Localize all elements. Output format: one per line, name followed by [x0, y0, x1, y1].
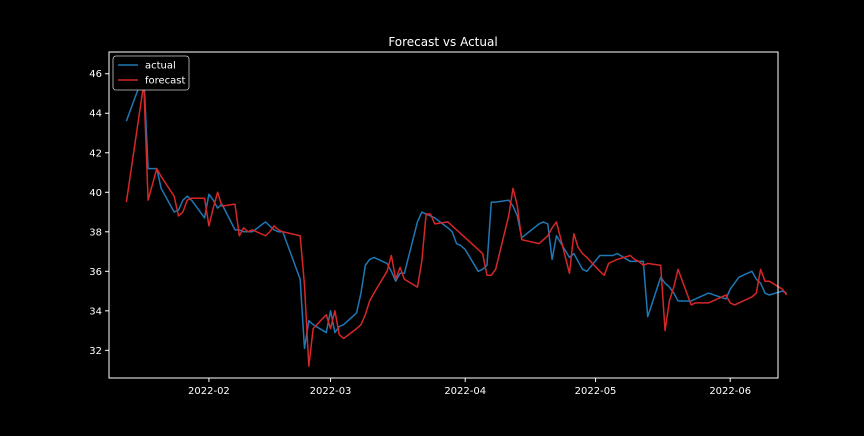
- x-tick-label: 2022-04: [444, 386, 486, 397]
- x-tick-label: 2022-05: [575, 386, 617, 397]
- x-axis: 2022-02 2022-03 2022-04 2022-05 2022-06: [188, 378, 751, 397]
- series-line-forecast: [125, 82, 788, 367]
- y-tick-label: 36: [89, 267, 102, 278]
- legend: actual forecast: [112, 55, 190, 91]
- series-group: [125, 72, 788, 367]
- x-tick-label: 2022-06: [709, 386, 751, 397]
- x-tick-label: 2022-02: [188, 386, 230, 397]
- y-tick-label: 46: [89, 69, 102, 80]
- y-tick-label: 34: [89, 306, 102, 317]
- y-tick-label: 40: [89, 188, 102, 199]
- y-tick-label: 38: [89, 227, 102, 238]
- legend-label-forecast: forecast: [145, 76, 186, 87]
- chart-title: Forecast vs Actual: [388, 35, 497, 49]
- y-axis: 32 34 36 38 40 42 44 46: [89, 69, 109, 357]
- x-tick-label: 2022-03: [310, 386, 352, 397]
- plot-frame: [108, 51, 779, 379]
- legend-label-actual: actual: [145, 61, 176, 72]
- y-tick-label: 44: [89, 109, 102, 120]
- y-tick-label: 42: [89, 148, 102, 159]
- series-line-actual: [125, 72, 787, 350]
- y-tick-label: 32: [89, 346, 102, 357]
